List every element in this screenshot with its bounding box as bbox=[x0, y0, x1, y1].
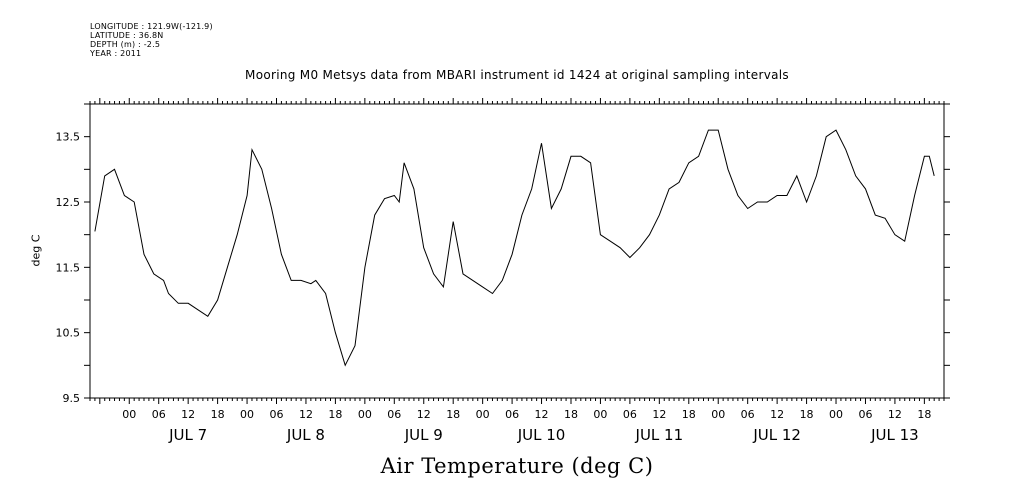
x-day-tick-label: JUL 12 bbox=[752, 426, 801, 444]
x-day-tick-label: JUL 11 bbox=[635, 426, 684, 444]
x-day-tick-label: JUL 10 bbox=[517, 426, 566, 444]
x-hour-tick-label: 06 bbox=[387, 408, 401, 421]
x-day-tick-label: JUL 13 bbox=[870, 426, 919, 444]
x-hour-tick-label: 12 bbox=[417, 408, 431, 421]
x-day-tick-label: JUL 9 bbox=[404, 426, 443, 444]
x-hour-tick-label: 18 bbox=[800, 408, 814, 421]
x-day-tick-label: JUL 7 bbox=[168, 426, 207, 444]
x-hour-tick-label: 12 bbox=[299, 408, 313, 421]
x-hour-tick-label: 12 bbox=[535, 408, 549, 421]
air-temperature-line bbox=[94, 129, 935, 367]
x-hour-tick-label: 18 bbox=[446, 408, 460, 421]
x-hour-tick-label: 00 bbox=[476, 408, 490, 421]
x-hour-tick-label: 12 bbox=[181, 408, 195, 421]
y-tick-label: 10.5 bbox=[56, 327, 81, 340]
x-hour-tick-label: 00 bbox=[711, 408, 725, 421]
x-hour-tick-label: 00 bbox=[358, 408, 372, 421]
x-hour-tick-label: 06 bbox=[858, 408, 872, 421]
x-axis-label: Air Temperature (deg C) bbox=[380, 454, 654, 478]
x-hour-tick-label: 06 bbox=[152, 408, 166, 421]
latitude-label: LATITUDE : 36.8N bbox=[90, 31, 164, 40]
y-tick-label: 11.5 bbox=[56, 261, 81, 274]
y-tick-label: 13.5 bbox=[56, 131, 81, 144]
x-hour-tick-label: 06 bbox=[505, 408, 519, 421]
y-tick-label: 12.5 bbox=[56, 196, 81, 209]
x-hour-tick-label: 06 bbox=[623, 408, 637, 421]
year-label: YEAR : 2011 bbox=[90, 49, 142, 58]
x-hour-tick-label: 00 bbox=[593, 408, 607, 421]
plot-frame bbox=[89, 103, 945, 399]
x-hour-tick-label: 18 bbox=[328, 408, 342, 421]
x-hour-tick-label: 18 bbox=[564, 408, 578, 421]
x-hour-tick-label: 06 bbox=[270, 408, 284, 421]
y-tick-label: 9.5 bbox=[63, 392, 81, 405]
x-hour-tick-label: 00 bbox=[240, 408, 254, 421]
x-hour-tick-label: 12 bbox=[652, 408, 666, 421]
longitude-label: LONGITUDE : 121.9W(-121.9) bbox=[90, 22, 213, 31]
x-hour-tick-label: 18 bbox=[682, 408, 696, 421]
x-hour-tick-label: 12 bbox=[888, 408, 902, 421]
chart-title: Mooring M0 Metsys data from MBARI instru… bbox=[245, 68, 789, 82]
x-hour-tick-label: 00 bbox=[829, 408, 843, 421]
x-hour-tick-label: 18 bbox=[211, 408, 225, 421]
x-hour-tick-label: 12 bbox=[770, 408, 784, 421]
x-hour-tick-label: 00 bbox=[122, 408, 136, 421]
x-hour-tick-label: 18 bbox=[917, 408, 931, 421]
depth-label: DEPTH (m) : -2.5 bbox=[90, 40, 161, 49]
x-hour-tick-label: 06 bbox=[741, 408, 755, 421]
x-day-tick-label: JUL 8 bbox=[286, 426, 325, 444]
y-axis-label: deg C bbox=[29, 234, 43, 267]
